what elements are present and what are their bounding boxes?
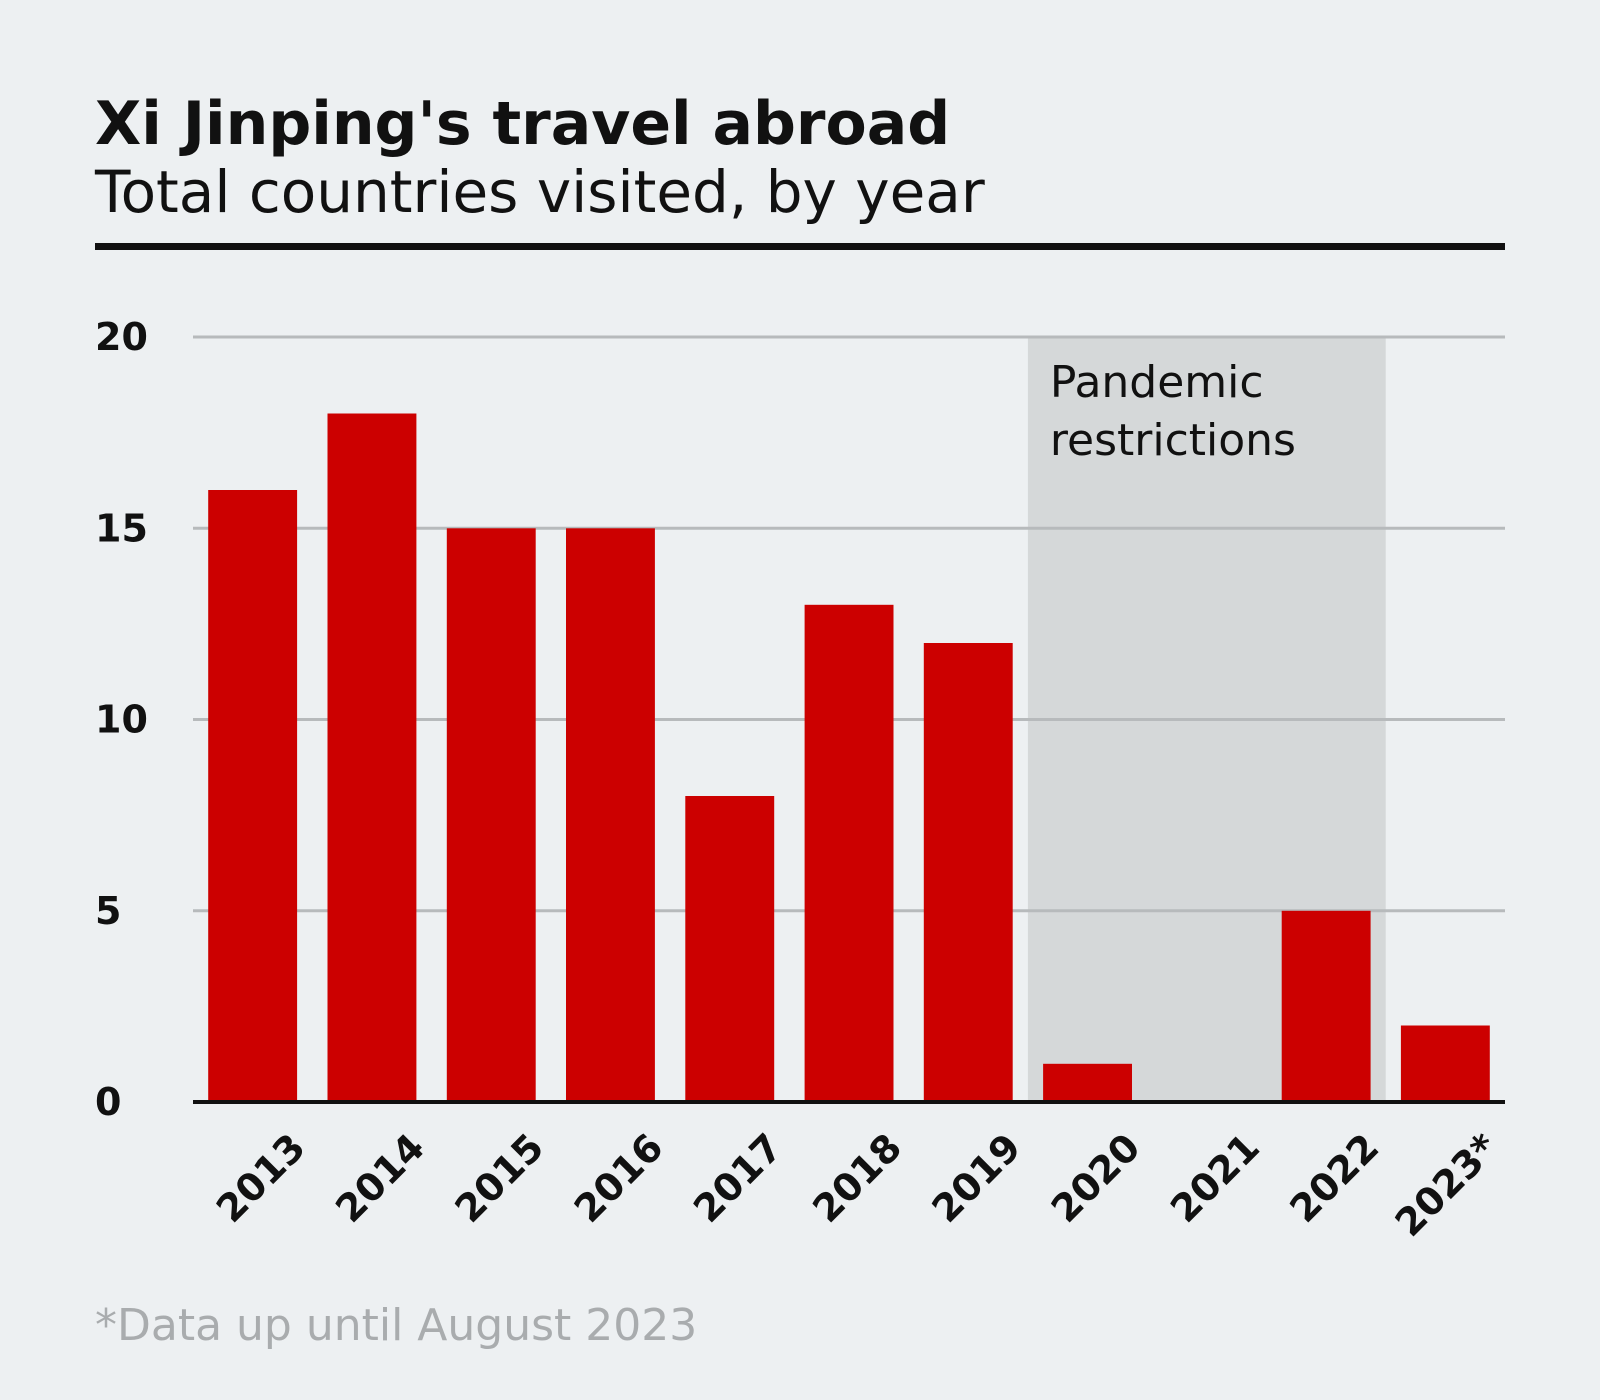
x-tick-label-2021: 2021 bbox=[1162, 1125, 1268, 1231]
shaded-region-label-line-0: Pandemic bbox=[1050, 357, 1264, 408]
bar-2013 bbox=[208, 490, 298, 1102]
y-tick-label-0: 0 bbox=[95, 1080, 121, 1124]
bar-2014 bbox=[327, 413, 417, 1102]
x-tick-label-2016: 2016 bbox=[566, 1125, 672, 1231]
bar-2023 bbox=[1400, 1025, 1490, 1102]
bar-2019 bbox=[923, 643, 1013, 1102]
plot-area: Pandemic restrictions 0 5 10 15 20 2013 2014 2015… bbox=[95, 315, 1507, 1245]
x-tick-label-2014: 2014 bbox=[327, 1125, 433, 1231]
y-tick-label-20: 20 bbox=[95, 315, 148, 359]
bar-2015 bbox=[446, 528, 536, 1103]
x-tick-label-2022: 2022 bbox=[1281, 1125, 1387, 1231]
y-tick-label-5: 5 bbox=[95, 889, 121, 933]
x-tick-label-2013: 2013 bbox=[208, 1125, 314, 1231]
chart-title: Xi Jinping's travel abroad bbox=[95, 89, 950, 159]
bar-2022 bbox=[1281, 910, 1371, 1103]
title-divider bbox=[95, 243, 1505, 250]
bar-2017 bbox=[685, 796, 775, 1102]
bar-2020 bbox=[1043, 1063, 1132, 1103]
footnote: *Data up until August 2023 bbox=[95, 1300, 697, 1351]
x-tick-label-2017: 2017 bbox=[685, 1125, 791, 1231]
x-tick-label-2018: 2018 bbox=[804, 1125, 910, 1231]
chart-subtitle: Total countries visited, by year bbox=[94, 158, 985, 226]
y-tick-label-10: 10 bbox=[95, 698, 148, 742]
y-tick-label-15: 15 bbox=[95, 506, 148, 550]
x-tick-label-2019: 2019 bbox=[924, 1125, 1030, 1231]
bar-2018 bbox=[804, 604, 894, 1103]
bar-2016 bbox=[566, 528, 655, 1103]
x-tick-label-2023: 2023* bbox=[1387, 1125, 1507, 1245]
x-tick-label-2015: 2015 bbox=[446, 1125, 552, 1231]
x-tick-label-2020: 2020 bbox=[1043, 1125, 1149, 1231]
shaded-region-label-line-1: restrictions bbox=[1050, 415, 1296, 466]
